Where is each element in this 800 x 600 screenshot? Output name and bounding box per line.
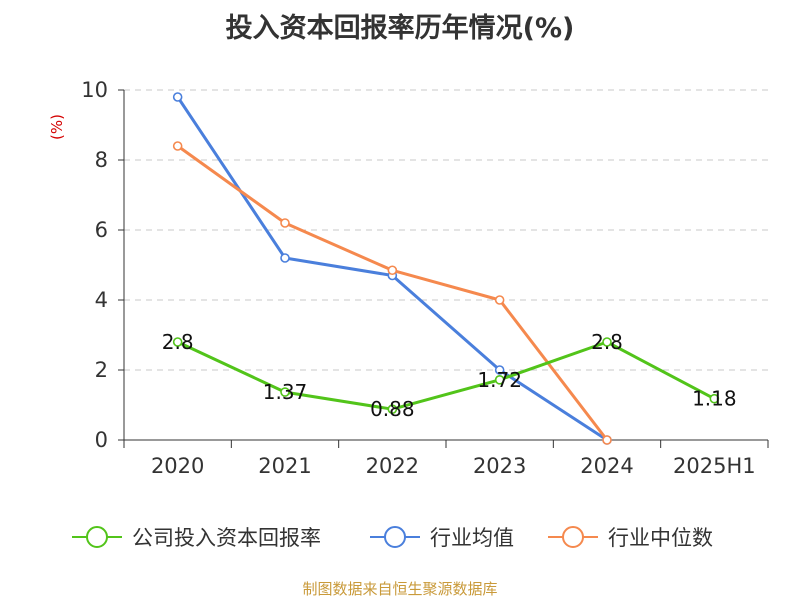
data-label: 2.8 (591, 330, 623, 354)
data-point (280, 218, 290, 228)
x-tick-label: 2022 (366, 454, 419, 478)
data-point (602, 435, 612, 445)
data-point (494, 365, 505, 375)
legend-marker (562, 526, 584, 548)
data-point (494, 295, 505, 305)
legend-label: 行业均值 (430, 526, 514, 550)
data-label: 1.72 (477, 368, 522, 392)
data-point (387, 265, 398, 276)
data-point (172, 337, 183, 347)
x-tick-label: 2021 (258, 454, 311, 478)
y-tick-label: 4 (95, 288, 108, 312)
grid-lines (124, 89, 768, 371)
y-tick-label: 6 (95, 218, 108, 242)
x-tick-label: 2020 (151, 454, 204, 478)
chart-title: 投入资本回报率历年情况(%) (225, 13, 575, 44)
data-point (602, 337, 612, 347)
data-labels: 2.8 1.37 0.88 1.72 2.8 1.18 (162, 330, 737, 421)
series-lines (172, 92, 720, 445)
source-note: 制图数据来自恒生聚源数据库 (302, 580, 498, 598)
series-line-2 (176, 144, 609, 441)
y-axis-unit-label: (%) (48, 114, 66, 140)
y-tick-label: 0 (95, 428, 108, 452)
y-tick-label: 10 (81, 78, 108, 102)
legend-marker (384, 526, 406, 548)
x-tick-label: 2024 (580, 454, 633, 478)
data-point (494, 374, 505, 385)
legend-marker (86, 526, 108, 548)
data-point (172, 141, 183, 151)
data-point (709, 393, 720, 404)
data-label: 0.88 (370, 397, 415, 421)
data-label: 1.37 (263, 380, 308, 404)
y-tick-label: 2 (95, 358, 108, 382)
x-tick-label: 2023 (473, 454, 526, 478)
legend: 公司投入资本回报率 行业均值 行业中位数 (72, 526, 713, 550)
x-tick-label: 2025H1 (673, 454, 756, 478)
legend-label: 公司投入资本回报率 (132, 526, 321, 550)
y-tick-label: 8 (95, 148, 108, 172)
data-label: 2.8 (162, 330, 194, 354)
data-point (280, 387, 290, 397)
data-point (280, 253, 290, 263)
data-label: 1.18 (692, 387, 737, 411)
legend-label: 行业中位数 (608, 526, 713, 550)
data-point (172, 92, 183, 102)
axes: 0 2 4 6 8 10 (%) 2020 2021 2022 2023 2024 2025H1 (48, 78, 769, 478)
series-line-0 (177, 340, 716, 411)
data-point (387, 404, 398, 415)
